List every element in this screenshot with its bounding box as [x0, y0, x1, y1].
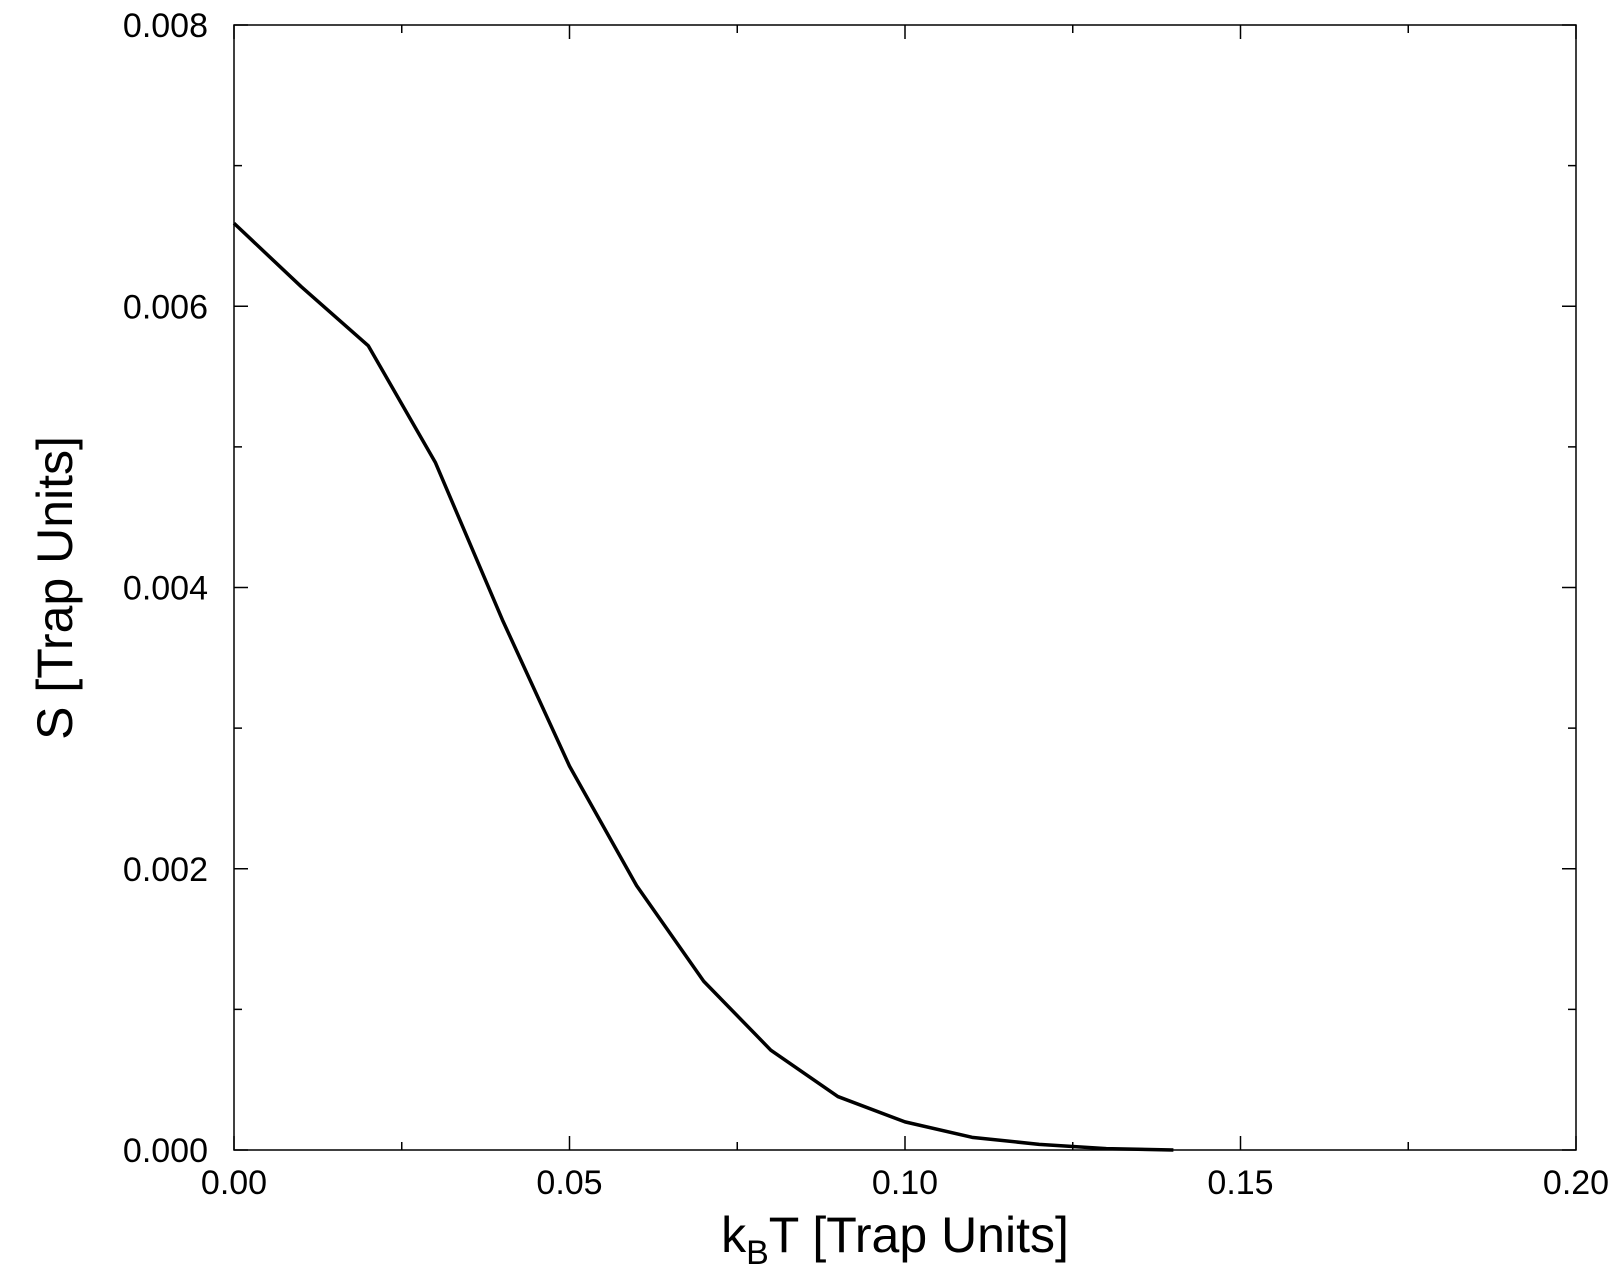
x-tick-label: 0.00	[201, 1164, 267, 1202]
x-axis-label-rest: T [Trap Units]	[769, 1207, 1069, 1263]
x-tick-labels: 0.00 0.05 0.10 0.15 0.20	[201, 1164, 1609, 1202]
series-group	[232, 222, 1174, 1152]
x-tick-label: 0.05	[536, 1164, 602, 1202]
x-tick-label: 0.20	[1543, 1164, 1609, 1202]
tick-marks	[233, 24, 1577, 1151]
x-axis-label-sub: B	[746, 1234, 769, 1268]
x-tick-label: 0.15	[1207, 1164, 1273, 1202]
series-line	[232, 222, 1174, 1152]
x-axis-label-main: k	[721, 1207, 747, 1263]
x-tick-label: 0.10	[872, 1164, 938, 1202]
y-tick-label: 0.006	[123, 288, 208, 326]
y-tick-label: 0.008	[123, 7, 208, 45]
y-tick-label: 0.002	[123, 851, 208, 889]
plot-frame	[233, 24, 1577, 1151]
y-tick-label: 0.004	[123, 570, 208, 608]
y-axis-label: S [Trap Units]	[27, 436, 83, 740]
y-tick-label: 0.000	[123, 1132, 208, 1170]
y-tick-labels: 0.000 0.002 0.004 0.006 0.008	[123, 7, 208, 1170]
x-axis-label: kBT [Trap Units]	[721, 1207, 1069, 1268]
